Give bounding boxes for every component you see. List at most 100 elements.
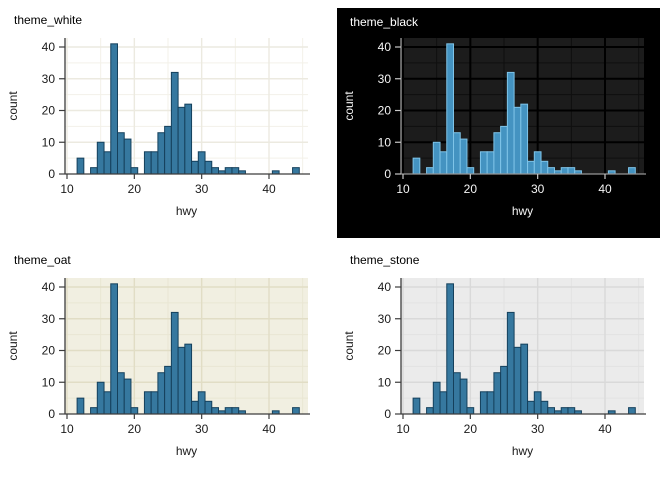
histogram-bar bbox=[500, 125, 508, 175]
y-tick-label: 20 bbox=[42, 344, 56, 358]
histogram-bar bbox=[486, 391, 495, 415]
histogram-theme-white: 0 10 20 30 40 10 20 30 40 hwy count theme_white bbox=[0, 0, 336, 240]
x-tick-label: 40 bbox=[598, 182, 612, 196]
x-tick-label: 20 bbox=[464, 182, 478, 196]
histogram-bar bbox=[527, 400, 535, 415]
panel-title: theme_white bbox=[14, 13, 82, 27]
histogram-bar bbox=[117, 372, 125, 415]
histogram-bar bbox=[426, 167, 434, 175]
x-tick-label: 20 bbox=[128, 182, 142, 196]
histogram-bar bbox=[567, 407, 576, 415]
histogram-bar bbox=[96, 381, 105, 415]
x-tick-label: 30 bbox=[531, 182, 545, 196]
panel-theme-white: 0 10 20 30 40 10 20 30 40 hwy count theme_white bbox=[0, 0, 336, 240]
histogram-bar bbox=[292, 407, 300, 415]
histogram-bar bbox=[164, 125, 172, 175]
y-tick-label: 30 bbox=[378, 72, 392, 86]
histogram-bar bbox=[513, 106, 522, 175]
histogram-bar bbox=[466, 167, 475, 175]
y-tick-label: 30 bbox=[42, 72, 56, 86]
histogram-bar bbox=[439, 391, 448, 415]
x-tick-label: 20 bbox=[128, 422, 142, 436]
histogram-theme-oat: 0 10 20 30 40 10 20 30 40 hwy count theme_oat bbox=[0, 240, 336, 480]
histogram-bar bbox=[533, 391, 542, 415]
histogram-bar bbox=[527, 160, 535, 175]
x-axis-title: hwy bbox=[512, 204, 533, 218]
histogram-bar bbox=[486, 151, 495, 175]
y-tick-label: 40 bbox=[42, 40, 56, 54]
histogram-bar bbox=[506, 311, 515, 415]
x-tick-label: 10 bbox=[60, 182, 74, 196]
histogram-bar bbox=[96, 141, 105, 175]
x-tick-label: 10 bbox=[60, 422, 74, 436]
histogram-bar bbox=[506, 71, 515, 175]
histogram-bar bbox=[547, 407, 556, 415]
histogram-bar bbox=[567, 167, 576, 175]
y-tick-label: 10 bbox=[378, 135, 392, 149]
y-tick-label: 10 bbox=[42, 135, 56, 149]
histogram-bar bbox=[412, 397, 421, 415]
y-tick-label: 10 bbox=[42, 375, 56, 389]
x-tick-label: 10 bbox=[396, 182, 410, 196]
histogram-bar bbox=[191, 400, 199, 415]
y-axis-title: count bbox=[6, 91, 20, 121]
histogram-bar bbox=[123, 138, 132, 175]
y-tick-label: 30 bbox=[42, 312, 56, 326]
histogram-bar bbox=[211, 407, 220, 415]
histogram-theme-stone: 0 10 20 30 40 10 20 30 40 hwy count theme_stone bbox=[336, 240, 672, 480]
histogram-bar bbox=[130, 167, 139, 175]
histogram-bar bbox=[90, 167, 98, 175]
histogram-bar bbox=[184, 103, 193, 175]
x-tick-label: 40 bbox=[262, 182, 276, 196]
histogram-bar bbox=[292, 167, 300, 175]
y-tick-label: 40 bbox=[42, 280, 56, 294]
histogram-bar bbox=[547, 167, 556, 175]
histogram-bar bbox=[130, 407, 139, 415]
histogram-bar bbox=[493, 372, 502, 415]
x-tick-label: 40 bbox=[598, 422, 612, 436]
x-tick-label: 30 bbox=[195, 422, 209, 436]
histogram-bar bbox=[231, 167, 240, 175]
histogram-bar bbox=[412, 157, 421, 175]
histogram-bar bbox=[446, 283, 454, 415]
x-tick-label: 30 bbox=[195, 182, 209, 196]
panel-title: theme_black bbox=[350, 15, 419, 29]
x-tick-label: 40 bbox=[262, 422, 276, 436]
histogram-theme-black: 0 10 20 30 40 10 20 30 40 hwy count theme_black bbox=[336, 0, 672, 240]
histogram-bar bbox=[520, 103, 529, 175]
panel-theme-oat: 0 10 20 30 40 10 20 30 40 hwy count theme_oat bbox=[0, 240, 336, 480]
y-tick-label: 0 bbox=[48, 167, 55, 181]
y-tick-label: 20 bbox=[378, 344, 392, 358]
histogram-bar bbox=[432, 141, 441, 175]
histogram-bar bbox=[184, 343, 193, 415]
histogram-bar bbox=[110, 283, 118, 415]
histogram-bar bbox=[211, 167, 220, 175]
histogram-bar bbox=[459, 138, 468, 175]
panel-theme-stone: 0 10 20 30 40 10 20 30 40 hwy count theme_stone bbox=[336, 240, 672, 480]
x-axis-title: hwy bbox=[176, 444, 197, 458]
histogram-bar bbox=[466, 407, 475, 415]
x-axis-title: hwy bbox=[176, 204, 197, 218]
histogram-bar bbox=[103, 151, 112, 175]
histogram-bar bbox=[432, 381, 441, 415]
y-tick-label: 0 bbox=[384, 407, 391, 421]
histogram-bar bbox=[540, 400, 549, 415]
y-tick-label: 10 bbox=[378, 375, 392, 389]
histogram-bar bbox=[76, 157, 85, 175]
x-tick-label: 30 bbox=[531, 422, 545, 436]
histogram-bar bbox=[540, 160, 549, 175]
panel-title: theme_stone bbox=[350, 253, 420, 267]
histogram-bar bbox=[90, 407, 98, 415]
histogram-bar bbox=[164, 365, 172, 415]
histogram-bar bbox=[628, 407, 636, 415]
histogram-bar bbox=[191, 160, 199, 175]
histogram-bar bbox=[157, 372, 166, 415]
histogram-bar bbox=[177, 106, 186, 175]
histogram-bar bbox=[479, 391, 488, 415]
histogram-bar bbox=[479, 151, 488, 175]
panel-title: theme_oat bbox=[14, 253, 71, 267]
histogram-bar bbox=[231, 407, 240, 415]
histogram-bar bbox=[204, 400, 213, 415]
histogram-bar bbox=[197, 151, 206, 175]
histogram-bar bbox=[224, 407, 233, 415]
